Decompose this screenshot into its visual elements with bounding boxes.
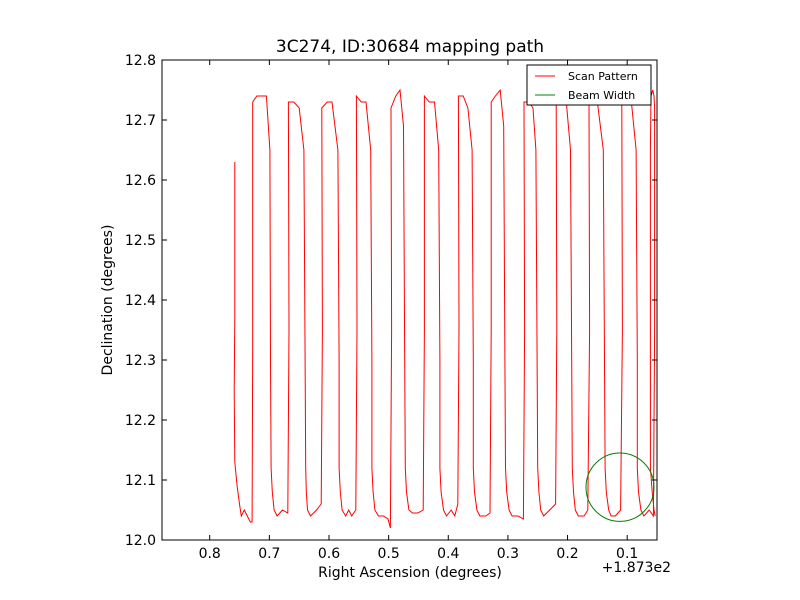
- x-tick-label: 0.4: [437, 546, 459, 562]
- y-tick-label: 12.6: [125, 173, 156, 189]
- x-tick-label: 0.1: [616, 546, 638, 562]
- x-axis: 0.8 0.7 0.6 0.5 0.4 0.3 0.2 0.1: [199, 60, 638, 562]
- x-axis-label: Right Ascension (degrees): [318, 565, 502, 581]
- series-layer: [233, 88, 656, 529]
- y-tick-label: 12.4: [125, 293, 156, 309]
- legend-label-scan-pattern: Scan Pattern: [568, 70, 638, 83]
- y-tick-label: 12.7: [125, 113, 156, 129]
- beam-width-circle: [585, 452, 655, 522]
- x-tick-label: 0.8: [199, 546, 221, 562]
- plot-area: [161, 59, 658, 541]
- y-tick-label: 12.3: [125, 353, 156, 369]
- x-tick-label: 0.7: [258, 546, 280, 562]
- x-axis-offset-label: +1.873e2: [602, 560, 671, 576]
- y-tick-label: 12.8: [125, 53, 156, 69]
- y-axis: 12.0 12.1 12.2 12.3 12.4 12.5 12.6 12.7 12.8: [125, 53, 657, 549]
- scan-pattern-line: [233, 88, 656, 529]
- legend: Scan Pattern Beam Width: [526, 64, 652, 106]
- y-tick-label: 12.0: [125, 533, 156, 549]
- x-tick-label: 0.5: [377, 546, 399, 562]
- x-tick-label: 0.2: [556, 546, 578, 562]
- legend-label-beam-width: Beam Width: [568, 89, 635, 102]
- x-tick-label: 0.6: [318, 546, 340, 562]
- y-tick-label: 12.2: [125, 413, 156, 429]
- y-tick-label: 12.5: [125, 233, 156, 249]
- y-axis-label: Declination (degrees): [100, 225, 116, 376]
- legend-box: [526, 64, 652, 106]
- x-tick-label: 0.3: [497, 546, 519, 562]
- chart-title: 3C274, ID:30684 mapping path: [276, 37, 544, 57]
- y-tick-label: 12.1: [125, 473, 156, 489]
- plot-background: [162, 60, 657, 540]
